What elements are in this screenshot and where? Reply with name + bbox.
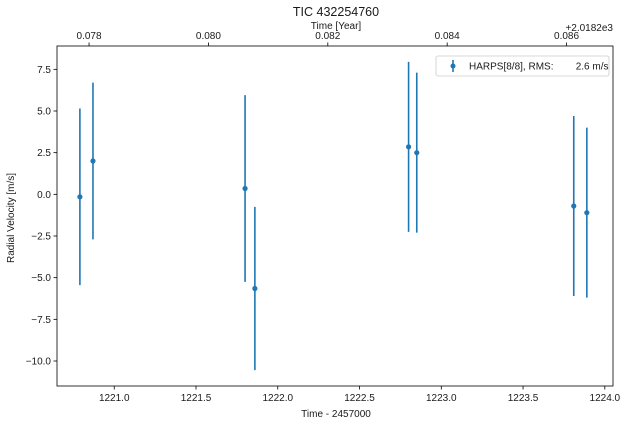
plot-frame [56, 45, 614, 387]
legend: HARPS[8/8], RMS: 2.6 m/s [435, 55, 610, 77]
chart-title: TIC 432254760 [293, 5, 379, 19]
top-tick-label: 0.080 [196, 31, 221, 42]
y-tick-label: 5.0 [37, 107, 51, 118]
data-point [405, 144, 412, 150]
y-tick-label: 7.5 [37, 65, 51, 76]
x-tick-label: 1223.0 [426, 393, 457, 404]
data-point [252, 285, 258, 292]
data-point [571, 203, 577, 209]
top-tick-label: 0.084 [435, 31, 460, 42]
y-tick-label: 0.0 [37, 190, 51, 201]
x-tick-label: 1222.0 [262, 393, 293, 404]
legend-marker-icon [450, 63, 456, 69]
data-point [584, 210, 590, 216]
x-tick-label: 1221.0 [99, 393, 130, 404]
data-point [90, 158, 96, 164]
y-tick-label: −10.0 [26, 357, 52, 368]
top-tick-label: 0.082 [315, 31, 340, 42]
x-tick-label: 1223.5 [508, 393, 539, 404]
y-axis-label: Radial Velocity [m/s] [6, 173, 17, 263]
y-tick-label: −2.5 [31, 232, 51, 243]
legend-label: HARPS[8/8], RMS: 2.6 m/s [469, 62, 608, 73]
top-axis-offset-label: +2.0182e3 [565, 23, 613, 34]
x-tick-label: 1221.5 [181, 393, 212, 404]
data-point [414, 150, 420, 156]
axis-ticks: 1221.0 1221.5 1222.0 1222.5 1223.0 1223.5 1224… [26, 31, 621, 404]
top-tick-label: 0.086 [554, 31, 579, 42]
x-axis-label: Time - 2457000 [301, 409, 371, 420]
data-marks [77, 61, 590, 371]
top-tick-label: 0.078 [77, 31, 102, 42]
y-tick-label: −7.5 [31, 315, 51, 326]
top-axis-label: Time [Year] [311, 21, 362, 32]
x-tick-label: 1224.0 [590, 393, 621, 404]
y-tick-label: −5.0 [31, 273, 51, 284]
legend-box [435, 55, 610, 77]
y-tick-label: 2.5 [37, 148, 51, 159]
x-tick-label: 1222.5 [344, 393, 375, 404]
data-point [77, 194, 83, 200]
data-point [242, 185, 248, 192]
